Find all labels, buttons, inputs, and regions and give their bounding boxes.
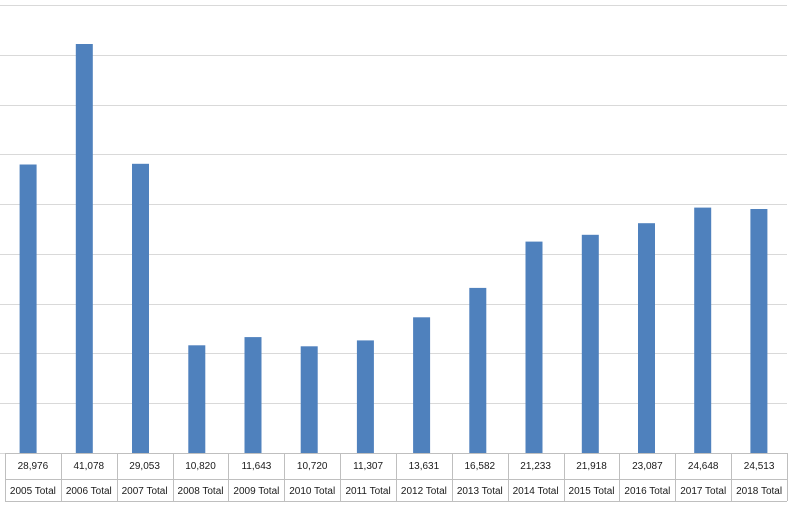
bar [356,340,374,453]
category-label: 2006 Total [66,486,112,497]
bar [525,241,543,453]
bar [75,44,93,453]
value-label: 41,078 [74,461,105,472]
category-label: 2011 Total [345,486,390,497]
bar [244,337,262,453]
value-label: 16,582 [465,461,496,472]
value-label: 29,053 [129,461,160,472]
category-label: 2009 Total [233,486,279,497]
value-label: 10,720 [297,461,328,472]
value-label: 28,976 [18,461,49,472]
category-label: 2016 Total [624,486,670,497]
value-label: 13,631 [409,461,440,472]
category-label: 2010 Total [289,486,335,497]
bar [188,345,206,453]
value-label: 10,820 [185,461,216,472]
category-label: 2012 Total [401,486,447,497]
bar [132,163,149,454]
category-label: 2014 Total [513,486,559,497]
bar [413,317,431,453]
bar [469,287,487,453]
category-label: 2015 Total [569,486,615,497]
category-label: 2005 Total [10,486,56,497]
bar [750,209,768,453]
category-label: 2007 Total [122,486,168,497]
value-label: 11,643 [241,461,271,472]
value-label: 11,307 [353,461,383,472]
category-label: 2013 Total [457,486,503,497]
bar [638,223,655,453]
bar [19,164,37,453]
value-label: 24,648 [688,461,719,472]
gridlines [0,5,787,454]
bar [300,346,318,453]
category-label: 2017 Total [680,486,726,497]
data-table: 28,976 2005 Total 41,078 2006 Total 29,053 20… [5,453,788,502]
value-label: 23,087 [632,461,663,472]
value-label: 21,918 [576,461,607,472]
bar [581,234,599,453]
bar [694,207,712,453]
category-label: 2008 Total [178,486,224,497]
value-label: 24,513 [744,461,775,472]
bars [19,44,768,454]
value-label: 21,233 [520,461,551,472]
category-label: 2018 Total [736,486,782,497]
